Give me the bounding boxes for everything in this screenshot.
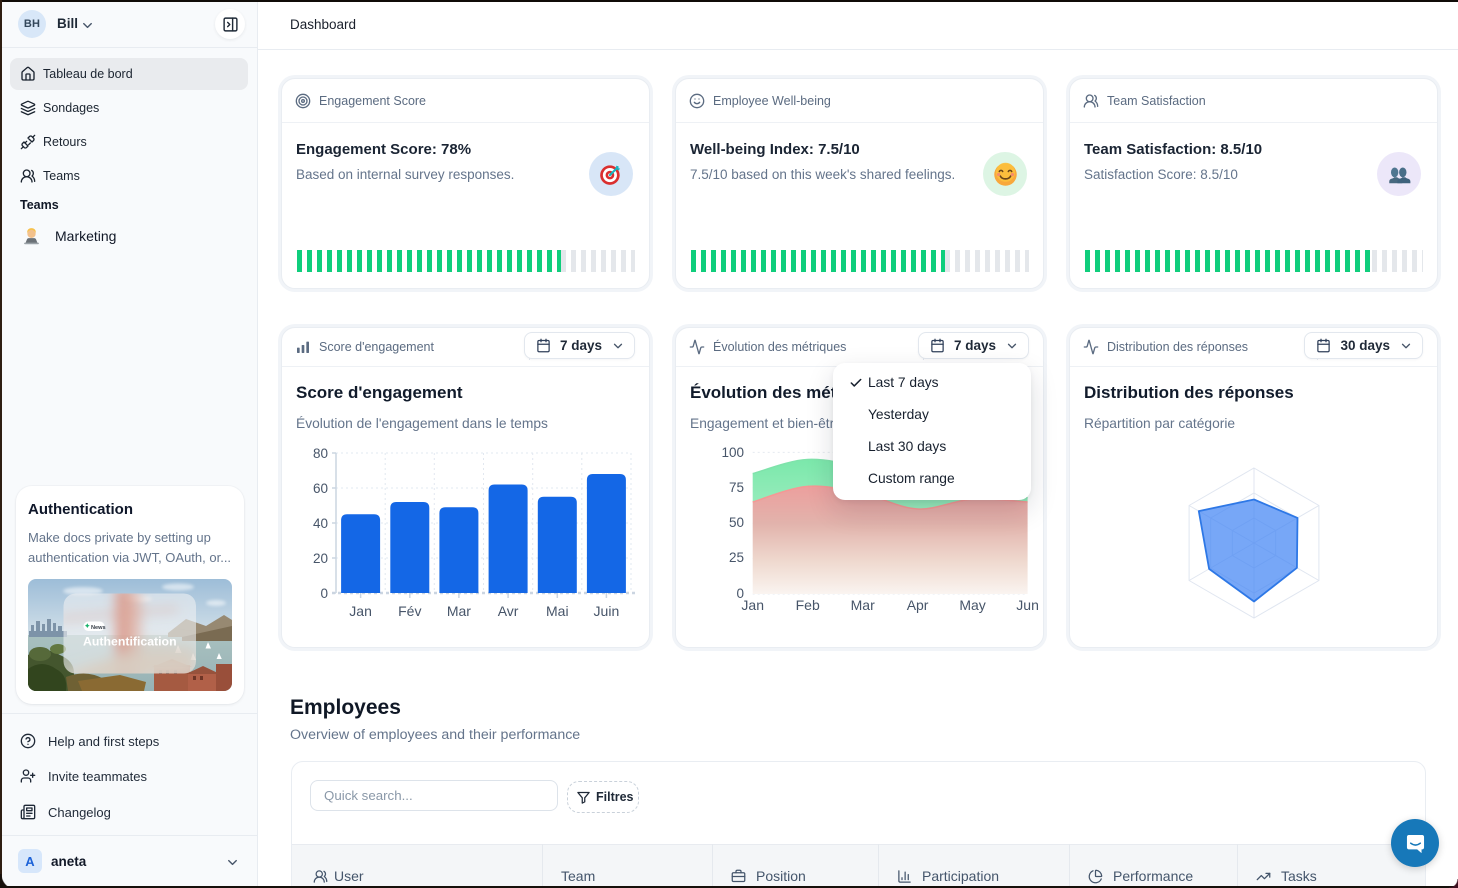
svg-text:Feb: Feb [796, 597, 820, 613]
svg-text:Jan: Jan [741, 597, 764, 613]
svg-text:Mar: Mar [851, 597, 875, 613]
svg-text:News: News [91, 625, 106, 631]
svg-text:Apr: Apr [907, 597, 929, 613]
svg-text:20: 20 [313, 551, 328, 566]
svg-text:50: 50 [729, 515, 744, 530]
svg-text:0: 0 [736, 586, 744, 601]
svg-text:80: 80 [313, 446, 328, 461]
svg-text:40: 40 [313, 516, 328, 531]
svg-text:100: 100 [721, 445, 744, 460]
svg-text:60: 60 [313, 481, 328, 496]
svg-text:75: 75 [729, 480, 744, 495]
svg-text:May: May [959, 597, 985, 613]
svg-text:Authentification: Authentification [83, 635, 177, 649]
svg-text:Jun: Jun [1016, 597, 1039, 613]
svg-text:Mar: Mar [447, 603, 471, 619]
svg-text:Avr: Avr [498, 603, 519, 619]
svg-text:Fév: Fév [398, 603, 421, 619]
svg-text:25: 25 [729, 550, 744, 565]
svg-text:Juin: Juin [594, 603, 620, 619]
svg-text:Mai: Mai [546, 603, 569, 619]
svg-text:Jan: Jan [349, 603, 372, 619]
svg-text:0: 0 [320, 586, 328, 601]
